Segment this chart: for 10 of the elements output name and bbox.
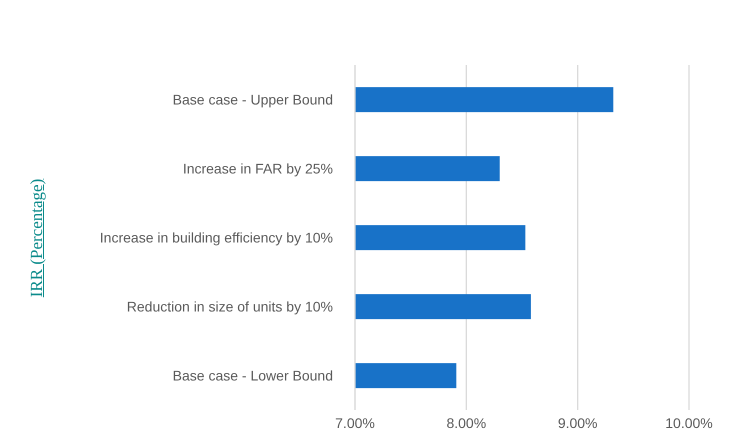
y-tick-label: Reduction in size of units by 10% xyxy=(126,298,333,314)
y-tick-label: Base case - Upper Bound xyxy=(172,91,333,108)
x-tick-label: 10.00% xyxy=(665,414,713,431)
x-tick-label: 9.00% xyxy=(558,414,598,431)
y-tick-label: Increase in building efficiency by 10% xyxy=(100,229,333,246)
y-axis-title: IRR (Percentage) xyxy=(27,178,47,298)
x-tick-label: 8.00% xyxy=(446,414,486,431)
y-tick-label: Increase in FAR by 25% xyxy=(182,160,333,176)
y-tick-label: Base case - Lower Bound xyxy=(172,367,333,384)
x-tick-label: 7.00% xyxy=(335,414,375,431)
